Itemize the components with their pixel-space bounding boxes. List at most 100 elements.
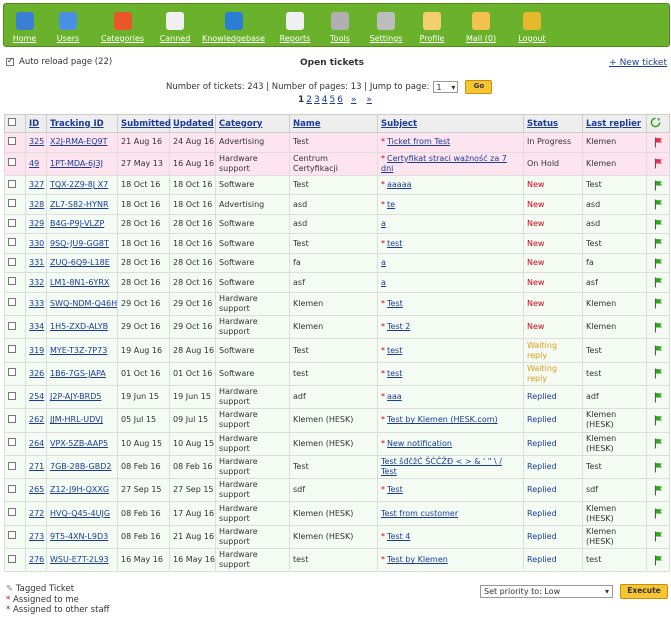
cell-tracking[interactable]: Z12-J9H-QXXG — [46, 478, 118, 503]
nav-mail-0[interactable]: Mail (0) — [453, 4, 509, 46]
cell-id[interactable]: 333 — [25, 291, 47, 317]
nav-knowledgebase[interactable]: Knowledgebase — [196, 4, 271, 46]
row-checkbox-cell[interactable] — [4, 408, 26, 433]
tracking-id-link[interactable]: ZUQ-6Q9-L18E — [50, 258, 110, 268]
ticket-id-link[interactable]: 330 — [29, 238, 45, 248]
tracking-id-link[interactable]: HVQ-Q45-4UJG — [50, 508, 111, 518]
col-last-replier-label[interactable]: Last replier — [586, 118, 642, 129]
cell-tracking[interactable]: HVQ-Q45-4UJG — [46, 501, 118, 526]
subject-link[interactable]: a — [381, 219, 386, 229]
page-link[interactable]: » — [350, 95, 357, 105]
row-checkbox[interactable] — [8, 438, 16, 447]
subject-link[interactable]: aaaaa — [387, 180, 412, 190]
cell-subject[interactable]: a — [377, 213, 524, 235]
subject-link[interactable]: Test 4 — [387, 531, 411, 541]
subject-link[interactable]: test — [387, 368, 403, 378]
row-checkbox-cell[interactable] — [4, 338, 26, 363]
cell-subject[interactable]: * test — [377, 233, 524, 254]
row-checkbox[interactable] — [8, 461, 16, 470]
cell-tracking[interactable]: 1H5-ZXD-ALYB — [46, 315, 118, 340]
row-checkbox-cell[interactable] — [4, 233, 26, 254]
cell-subject[interactable]: * Ticket from Test — [377, 132, 524, 153]
tracking-id-link[interactable]: 7GB-28B-GBD2 — [50, 462, 112, 472]
cell-subject[interactable]: * New notification — [377, 431, 524, 456]
row-checkbox[interactable] — [8, 199, 16, 208]
row-checkbox[interactable] — [8, 554, 16, 563]
table-row[interactable]: 264 VPX-5ZB-AAP5 10 Aug 15 10 Aug 15 Hardwar… — [4, 431, 670, 456]
auto-reload-checkbox[interactable] — [6, 56, 14, 66]
row-checkbox[interactable] — [8, 508, 16, 517]
cell-tracking[interactable]: 1B6-7GS-JAPA — [46, 361, 118, 386]
jump-page-select[interactable]: 1 ▾ — [433, 81, 459, 93]
ticket-id-link[interactable]: 334 — [29, 322, 45, 332]
col-subject-label[interactable]: Subject — [381, 118, 418, 129]
cell-id[interactable]: 271 — [25, 454, 47, 480]
row-checkbox[interactable] — [8, 179, 16, 188]
subject-link[interactable]: Test by Klemen — [387, 555, 448, 565]
subject-link[interactable]: Test — [387, 485, 403, 495]
subject-link[interactable]: Test from customer — [381, 508, 459, 518]
nav-canned[interactable]: Canned — [154, 4, 196, 46]
row-checkbox-cell[interactable] — [4, 291, 26, 317]
ticket-id-link[interactable]: 262 — [29, 415, 45, 425]
tracking-id-link[interactable]: WSU-E7T-2L93 — [50, 555, 109, 565]
nav-home[interactable]: Home — [4, 4, 45, 46]
col-category-label[interactable]: Category — [219, 118, 263, 129]
tracking-id-link[interactable]: LM1-8N1-6YRX — [50, 277, 110, 287]
tracking-id-link[interactable]: B4G-P9J-VLZP — [50, 219, 105, 229]
col-name-label[interactable]: Name — [293, 118, 321, 129]
page-link[interactable]: 5 — [329, 95, 336, 105]
row-checkbox-cell[interactable] — [4, 252, 26, 274]
tracking-id-link[interactable]: 1H5-ZXD-ALYB — [50, 322, 109, 332]
ticket-id-link[interactable]: 325 — [29, 137, 45, 147]
page-link[interactable]: 3 — [314, 95, 320, 105]
auto-reload[interactable]: Auto reload page (22) — [6, 56, 112, 67]
col-category[interactable]: Category — [215, 114, 290, 133]
subject-link[interactable]: Test 2 — [387, 322, 411, 332]
tracking-id-link[interactable]: 1PT-MDA-6J3J — [50, 158, 103, 168]
nav-logout[interactable]: Logout — [509, 4, 555, 46]
page-link[interactable]: » — [366, 95, 372, 105]
tracking-id-link[interactable]: MYE-T3Z-7P73 — [50, 345, 108, 355]
subject-link[interactable]: Test — [387, 298, 403, 308]
tracking-id-link[interactable]: TQX-2Z9-8J X7 — [50, 180, 109, 190]
cell-tracking[interactable]: 7GB-28B-GBD2 — [46, 454, 118, 480]
col-priority[interactable] — [646, 114, 670, 133]
col-id[interactable]: ID — [25, 114, 47, 133]
nav-users[interactable]: Users — [45, 4, 91, 46]
nav-settings[interactable]: Settings — [361, 4, 411, 46]
tracking-id-link[interactable]: 9T5-4XN-L9D3 — [50, 531, 109, 541]
page-link[interactable]: 2 — [306, 95, 312, 105]
table-row[interactable]: 49 1PT-MDA-6J3J 27 May 13 16 Aug 16 Hardware… — [4, 151, 670, 176]
ticket-id-link[interactable]: 319 — [29, 345, 45, 355]
cell-subject[interactable]: a — [377, 272, 524, 293]
cell-id[interactable]: 254 — [25, 384, 47, 410]
col-subject[interactable]: Subject — [377, 114, 524, 133]
tracking-id-link[interactable]: J2P-AJY-BRD5 — [50, 392, 102, 402]
cell-tracking[interactable]: J2P-AJY-BRD5 — [46, 384, 118, 410]
ticket-id-link[interactable]: 329 — [29, 219, 45, 229]
row-checkbox[interactable] — [8, 257, 16, 266]
cell-id[interactable]: 262 — [25, 408, 47, 433]
cell-tracking[interactable]: JJM-HRL-UDVJ — [46, 408, 118, 433]
table-row[interactable]: 326 1B6-7GS-JAPA 01 Oct 16 01 Oct 16 Softwar… — [4, 361, 670, 386]
cell-subject[interactable]: * Test — [377, 291, 524, 317]
cell-id[interactable]: 332 — [25, 272, 47, 293]
col-submitted[interactable]: Submitted — [117, 114, 172, 133]
row-checkbox-cell[interactable] — [4, 174, 26, 196]
table-row[interactable]: 332 LM1-8N1-6YRX 28 Oct 16 28 Oct 16 Softwar… — [4, 272, 670, 293]
cell-tracking[interactable]: 9T5-4XN-L9D3 — [46, 524, 118, 550]
table-row[interactable]: 334 1H5-ZXD-ALYB 29 Oct 16 29 Oct 16 Hardwar… — [4, 315, 670, 340]
col-status-label[interactable]: Status — [527, 118, 559, 129]
ticket-id-link[interactable]: 49 — [29, 158, 40, 168]
nav-profile[interactable]: Profile — [411, 4, 453, 46]
tracking-id-link[interactable]: X2J-RMA-EQ9T — [50, 137, 108, 147]
ticket-id-link[interactable]: 328 — [29, 199, 45, 209]
row-checkbox-cell[interactable] — [4, 478, 26, 503]
cell-subject[interactable]: * aaa — [377, 384, 524, 410]
priority-select[interactable]: Set priority to: Low ▾ — [480, 585, 613, 598]
cell-subject[interactable]: * aaaaa — [377, 174, 524, 196]
col-submitted-label[interactable]: Submitted — [121, 118, 172, 129]
cell-id[interactable]: 326 — [25, 361, 47, 386]
row-checkbox-cell[interactable] — [4, 272, 26, 293]
